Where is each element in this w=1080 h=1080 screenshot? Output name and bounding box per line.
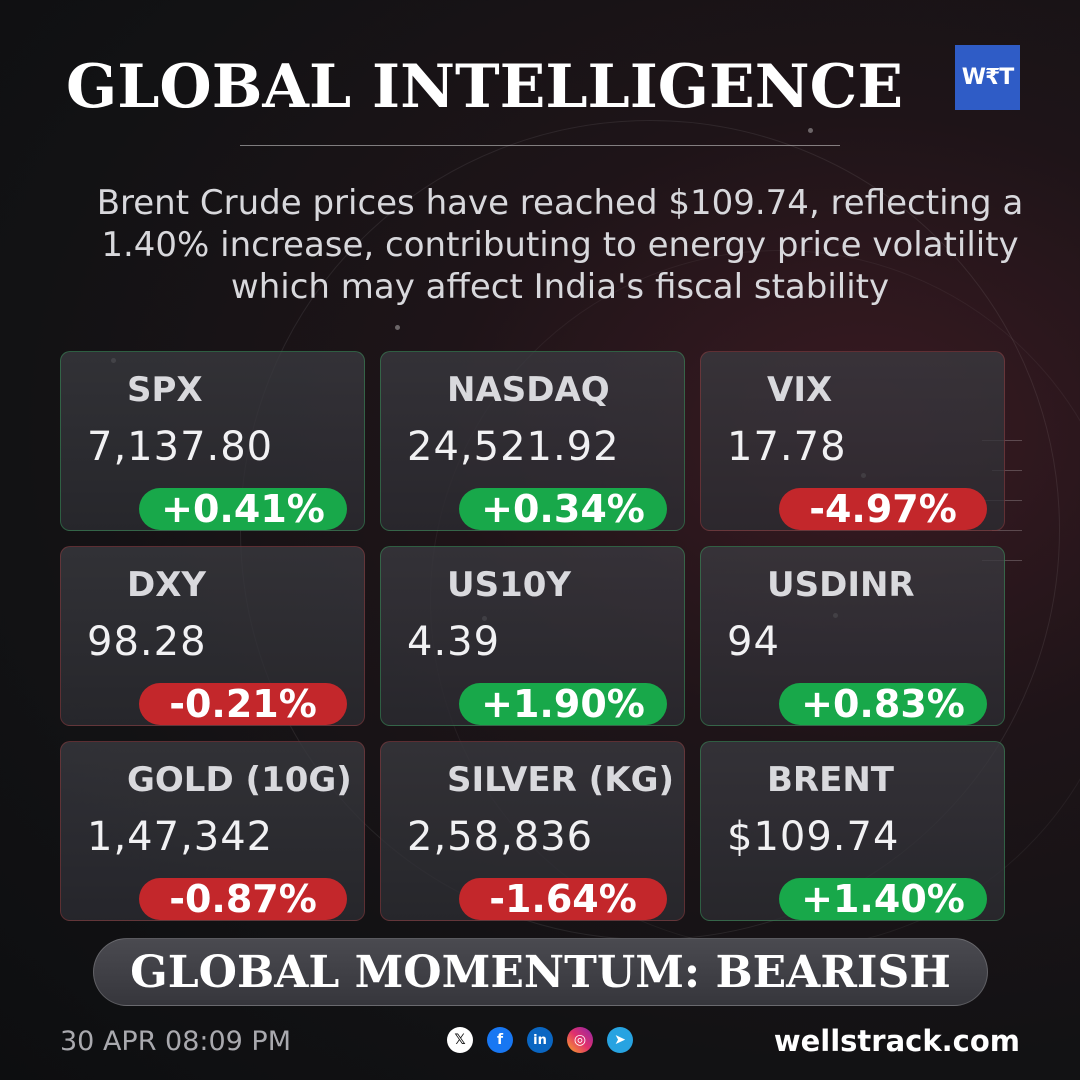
ticker-name: USDINR xyxy=(767,565,915,605)
change-badge: +1.40% xyxy=(779,877,987,921)
change-badge: -1.64% xyxy=(459,877,667,921)
ticker-value: 98.28 xyxy=(87,619,207,665)
facebook-icon[interactable]: f xyxy=(487,1027,513,1053)
ticker-card: NASDAQ 24,521.92 +0.34% xyxy=(380,351,685,531)
background-dot xyxy=(395,325,400,330)
linkedin-icon[interactable]: in xyxy=(527,1027,553,1053)
ticker-value: $109.74 xyxy=(727,814,900,860)
title-divider xyxy=(240,145,840,146)
change-badge: -0.21% xyxy=(139,682,347,726)
ticker-value: 17.78 xyxy=(727,424,847,470)
background-dot xyxy=(808,128,813,133)
ticker-card: VIX 17.78 -4.97% xyxy=(700,351,1005,531)
ticker-card: SILVER (KG) 2,58,836 -1.64% xyxy=(380,741,685,921)
footer-datetime: 30 APR 08:09 PM xyxy=(60,1026,292,1057)
instagram-icon[interactable]: ◎ xyxy=(567,1027,593,1053)
website-link[interactable]: wellstrack.com xyxy=(773,1024,1020,1058)
ticker-card: GOLD (10G) 1,47,342 -0.87% xyxy=(60,741,365,921)
ticker-name: DXY xyxy=(127,565,207,605)
ticker-value: 1,47,342 xyxy=(87,814,274,860)
headline-text: Brent Crude prices have reached $109.74,… xyxy=(96,183,1024,307)
background-tick xyxy=(992,530,1022,531)
brand-logo: W₹T xyxy=(955,45,1020,110)
ticker-card: SPX 7,137.80 +0.41% xyxy=(60,351,365,531)
ticker-name: SILVER (KG) xyxy=(447,760,675,800)
ticker-card: BRENT $109.74 +1.40% xyxy=(700,741,1005,921)
change-badge: +0.34% xyxy=(459,487,667,531)
ticker-card: US10Y 4.39 +1.90% xyxy=(380,546,685,726)
ticker-value: 7,137.80 xyxy=(87,424,274,470)
change-badge: +1.90% xyxy=(459,682,667,726)
ticker-value: 94 xyxy=(727,619,780,665)
ticker-card: DXY 98.28 -0.21% xyxy=(60,546,365,726)
momentum-banner: GLOBAL MOMENTUM: BEARISH xyxy=(93,938,988,1006)
ticker-name: NASDAQ xyxy=(447,370,610,410)
ticker-card: USDINR 94 +0.83% xyxy=(700,546,1005,726)
telegram-icon[interactable]: ➤ xyxy=(607,1027,633,1053)
change-badge: +0.83% xyxy=(779,682,987,726)
ticker-value: 24,521.92 xyxy=(407,424,620,470)
ticker-value: 4.39 xyxy=(407,619,501,665)
ticker-value: 2,58,836 xyxy=(407,814,594,860)
ticker-grid: SPX 7,137.80 +0.41% NASDAQ 24,521.92 +0.34% VI… xyxy=(60,351,1006,921)
background-tick xyxy=(992,470,1022,471)
x-icon[interactable]: 𝕏 xyxy=(447,1027,473,1053)
change-badge: +0.41% xyxy=(139,487,347,531)
ticker-name: BRENT xyxy=(767,760,894,800)
ticker-name: VIX xyxy=(767,370,833,410)
change-badge: -4.97% xyxy=(779,487,987,531)
change-badge: -0.87% xyxy=(139,877,347,921)
ticker-name: GOLD (10G) xyxy=(127,760,352,800)
page-title: GLOBAL INTELLIGENCE xyxy=(66,52,904,122)
ticker-name: SPX xyxy=(127,370,203,410)
ticker-name: US10Y xyxy=(447,565,572,605)
